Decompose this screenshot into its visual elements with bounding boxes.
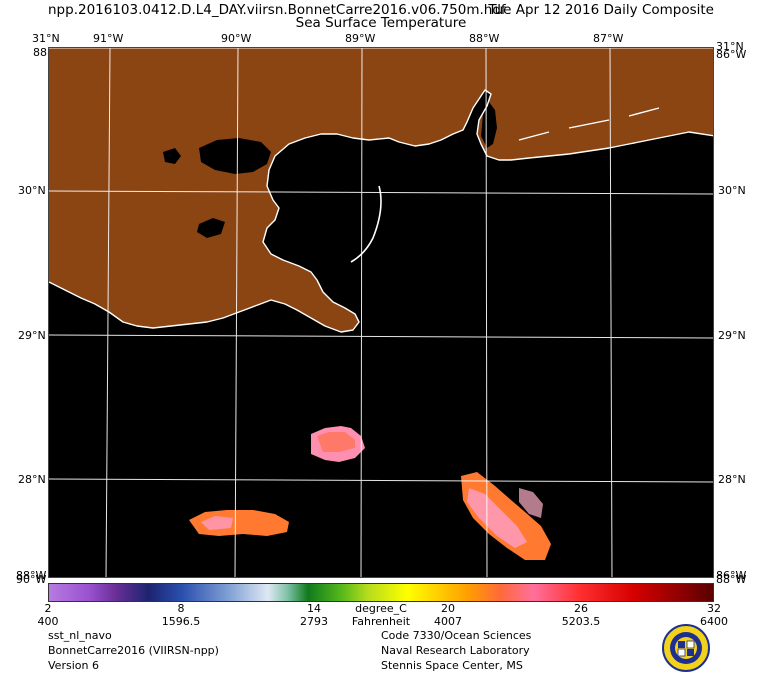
lat-label-right-30n: 30°N bbox=[718, 184, 746, 197]
sst-patch-north bbox=[311, 426, 365, 462]
f-tick-6400: 6400 bbox=[700, 615, 728, 628]
unit-fahrenheit: Fahrenheit bbox=[351, 615, 411, 628]
org-code: Code 7330/Ocean Sciences bbox=[381, 629, 532, 642]
f-tick-1596: 1596.5 bbox=[161, 615, 201, 628]
lon-label-90w: 90°W bbox=[221, 32, 252, 45]
product-title: Sea Surface Temperature bbox=[295, 15, 467, 31]
lon-corner-bottom-left-overlap: 90°W bbox=[16, 573, 47, 586]
map-panel bbox=[48, 47, 714, 578]
lon-corner-top-right: 86°W bbox=[716, 48, 747, 61]
barrier-islands bbox=[518, 107, 660, 141]
header-title: npp.2016103.0412.D.L4_DAY.viirsn.BonnetC… bbox=[48, 2, 718, 18]
f-tick-5203: 5203.5 bbox=[561, 615, 601, 628]
f-tick-4007: 4007 bbox=[434, 615, 462, 628]
lat-label-left-30n: 30°N bbox=[18, 184, 46, 197]
lat-label-right-29n: 29°N bbox=[718, 329, 746, 342]
c-tick-8: 8 bbox=[177, 602, 185, 615]
lake-salvador bbox=[197, 218, 225, 238]
lon-label-89w: 89°W bbox=[345, 32, 376, 45]
chandeleur-islands bbox=[350, 185, 382, 263]
lon-corner-bottom-right: 86°W bbox=[716, 569, 747, 582]
mobile-bay bbox=[481, 102, 497, 148]
lon-label-87w: 87°W bbox=[593, 32, 624, 45]
color-scale-bar bbox=[48, 583, 714, 602]
naval-research-lab-seal-icon bbox=[662, 624, 710, 672]
version-label: Version 6 bbox=[48, 659, 99, 672]
unit-celsius: degree_C bbox=[355, 602, 407, 615]
lat-corner-top-right: 31°N bbox=[716, 40, 744, 53]
sst-patch-east bbox=[461, 472, 551, 560]
lon-corner-bottom-left: 88°W bbox=[16, 569, 47, 582]
lon-corner-bottom-right-overlap: 88°W bbox=[716, 573, 747, 586]
footer-left: sst_nl_navo BonnetCarre2016 (VIIRSN-npp)… bbox=[48, 628, 219, 673]
lon-label-88w: 88°W bbox=[469, 32, 500, 45]
lat-label-right-28n: 28°N bbox=[718, 473, 746, 486]
graticule bbox=[49, 48, 713, 577]
lat-label-left-29n: 29°N bbox=[18, 329, 46, 342]
region-name: BonnetCarre2016 (VIIRSN-npp) bbox=[48, 644, 219, 657]
lake-pontchartrain bbox=[199, 138, 271, 174]
c-tick-14: 14 bbox=[307, 602, 321, 615]
lat-label-left-28n: 28°N bbox=[18, 473, 46, 486]
lat-corner-top-left: 31°N bbox=[32, 32, 60, 45]
f-tick-2793: 2793 bbox=[300, 615, 328, 628]
lon-label-91w: 91°W bbox=[93, 32, 124, 45]
footer-right: Code 7330/Ocean Sciences Naval Research … bbox=[381, 628, 531, 673]
sst-map bbox=[49, 48, 713, 577]
org-location: Stennis Space Center, MS bbox=[381, 659, 523, 672]
date-label: Tue Apr 12 2016 Daily Composite bbox=[488, 2, 714, 18]
f-tick-400: 400 bbox=[37, 615, 59, 628]
land-mass bbox=[49, 48, 713, 332]
c-tick-26: 26 bbox=[574, 602, 588, 615]
filename-label: npp.2016103.0412.D.L4_DAY.viirsn.BonnetC… bbox=[48, 2, 506, 18]
c-tick-2: 2 bbox=[44, 602, 52, 615]
lake-maurepas bbox=[163, 148, 181, 164]
sst-patch-west bbox=[189, 510, 289, 536]
org-name: Naval Research Laboratory bbox=[381, 644, 530, 657]
c-tick-32: 32 bbox=[707, 602, 721, 615]
c-tick-20: 20 bbox=[441, 602, 455, 615]
product-name: sst_nl_navo bbox=[48, 629, 112, 642]
